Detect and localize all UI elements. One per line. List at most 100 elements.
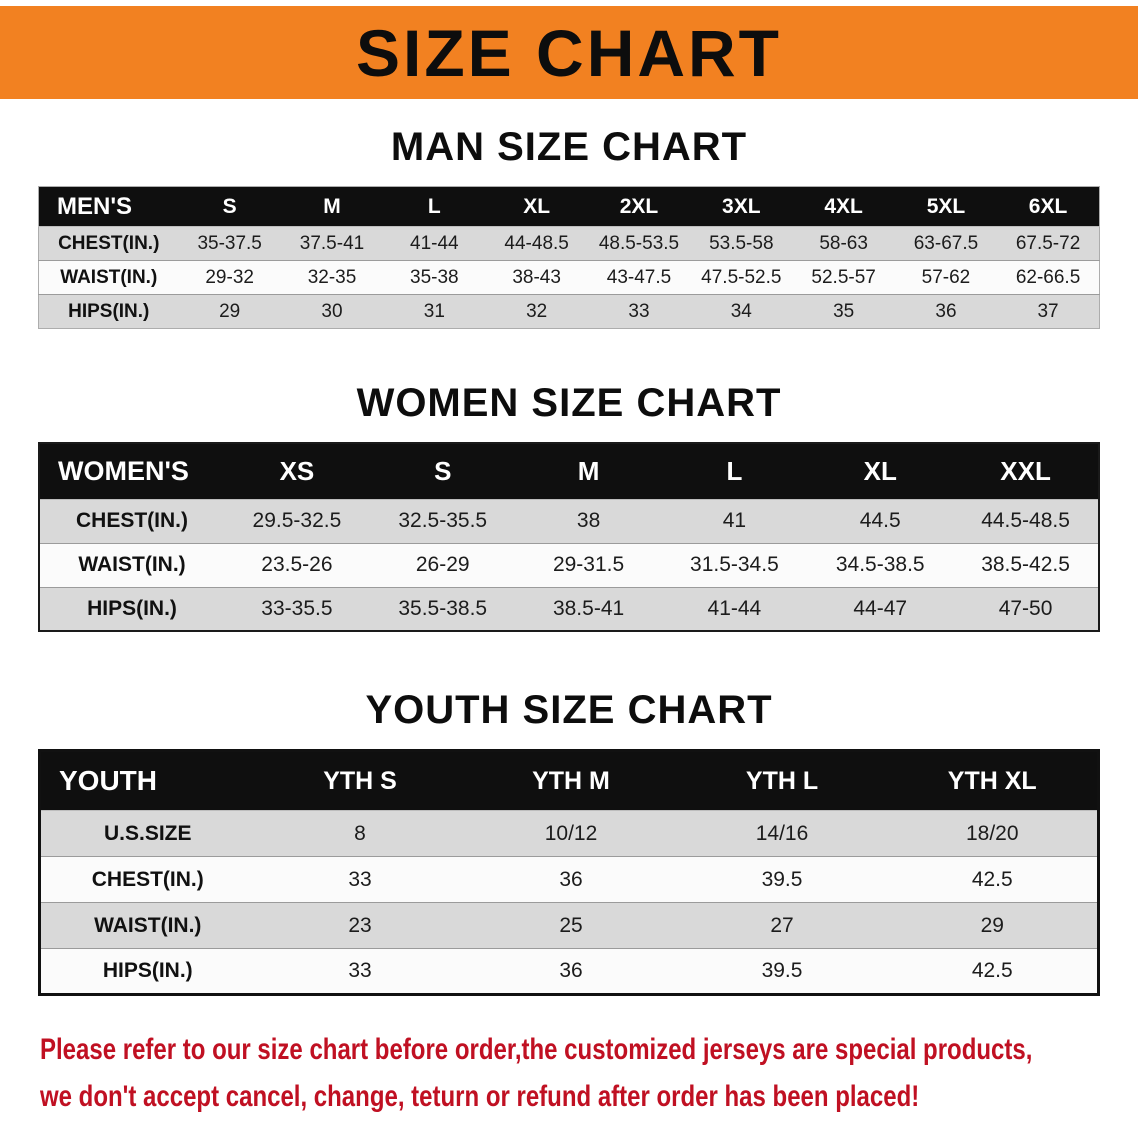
size-column-header: 5XL	[894, 186, 998, 227]
table-corner-label: MEN'S	[38, 186, 179, 227]
row-label: WAIST(IN.)	[78, 553, 186, 576]
row-label: WAIST(IN.)	[60, 266, 158, 288]
table-row: CHEST(IN.) 29.5-32.5 32.5-35.5 38 41 44.5 44.5…	[39, 499, 1099, 543]
size-value-cell: 32-35	[307, 266, 357, 288]
size-value-cell: 44.5	[859, 509, 901, 532]
size-value-cell: 53.5-58	[709, 232, 774, 254]
size-value-cell: 41	[722, 509, 747, 532]
size-value-cell: 29	[219, 300, 241, 322]
table-row: CHEST(IN.) 33 36 39.5 42.5	[39, 856, 1099, 903]
man-size-chart-section: MAN SIZE CHART MEN'S S M L XL 2XL 3XL 4XL 5XL 6XL…	[0, 125, 1138, 329]
table-row: WAIST(IN.) 29-32 32-35 35-38 38-43 43-47.5 47.…	[38, 260, 1100, 295]
size-value-cell: 23	[348, 913, 372, 937]
disclaimer: Please refer to our size chart before or…	[40, 1026, 1138, 1120]
row-label: CHEST(IN.)	[91, 867, 204, 891]
disclaimer-line: we don't accept cancel, change, teturn o…	[40, 1080, 920, 1113]
size-value-cell: 26-29	[415, 553, 470, 576]
row-label: HIPS(IN.)	[87, 596, 177, 620]
disclaimer-line: Please refer to our size chart before or…	[40, 1033, 1033, 1066]
size-column-header: L	[383, 186, 486, 227]
row-label: WAIST(IN.)	[94, 913, 202, 937]
size-value-cell: 38.5-42.5	[981, 553, 1070, 576]
size-value-cell: 42.5	[971, 959, 1013, 982]
size-value-cell: 38	[576, 509, 601, 532]
size-value-cell: 31	[423, 300, 445, 322]
size-value-cell: 35-38	[410, 266, 459, 288]
size-value-cell: 58-63	[819, 232, 868, 254]
size-value-cell: 35.5-38.5	[398, 596, 488, 620]
table-row: HIPS(IN.) 33 36 39.5 42.5	[39, 948, 1099, 995]
size-value-cell: 39.5	[761, 959, 803, 982]
table-row: WAIST(IN.) 23 25 27 29	[39, 902, 1099, 949]
youth-size-table: YOUTH YTH S YTH M YTH L YTH XL U.S.SIZE 8 10/12…	[38, 749, 1100, 996]
size-value-cell: 35-37.5	[197, 232, 262, 254]
table-row: HIPS(IN.) 29 30 31 32 33 34 35 36 37	[38, 294, 1100, 329]
man-size-chart-title: MAN SIZE CHART	[390, 125, 748, 169]
size-value-cell: 27	[770, 913, 794, 937]
size-chart-banner: SIZE CHART	[0, 6, 1138, 99]
mens-size-table: MEN'S S M L XL 2XL 3XL 4XL 5XL 6XL CHEST(IN.) 35-37…	[38, 186, 1100, 329]
size-column-header: M	[515, 443, 662, 499]
size-value-cell: 36	[559, 959, 583, 982]
size-value-cell: 36	[559, 867, 583, 891]
size-value-cell: 44-47	[853, 596, 908, 620]
size-column-header: S	[369, 443, 516, 499]
table-row: CHEST(IN.) 35-37.5 37.5-41 41-44 44-48.5 48.5…	[38, 226, 1100, 261]
size-value-cell: 29.5-32.5	[252, 509, 342, 532]
size-value-cell: 8	[354, 821, 366, 845]
size-value-cell: 29-32	[205, 266, 254, 288]
size-value-cell: 44.5-48.5	[981, 509, 1070, 532]
size-value-cell: 47-50	[998, 596, 1053, 620]
size-column-header: YTH M	[465, 750, 677, 811]
size-value-cell: 30	[321, 300, 343, 322]
size-value-cell: 62-66.5	[1015, 266, 1081, 288]
size-column-header: XXL	[953, 443, 1099, 499]
size-value-cell: 38-43	[512, 266, 561, 288]
size-value-cell: 52.5-57	[811, 266, 876, 288]
women-size-chart-title: WOMEN SIZE CHART	[356, 381, 782, 425]
size-column-header: YTH S	[254, 750, 466, 811]
size-column-header: S	[178, 186, 281, 227]
size-column-header: L	[661, 443, 808, 499]
table-corner-label: WOMEN'S	[39, 443, 224, 499]
size-value-cell: 23.5-26	[261, 553, 333, 576]
size-column-header: M	[280, 186, 384, 227]
size-value-cell: 10/12	[544, 821, 598, 845]
header-row: MEN'S S M L XL 2XL 3XL 4XL 5XL 6XL	[38, 186, 1100, 227]
size-value-cell: 37.5-41	[299, 232, 365, 254]
size-value-cell: 34	[730, 300, 752, 322]
table-row: U.S.SIZE 8 10/12 14/16 18/20	[39, 810, 1099, 857]
row-label: HIPS(IN.)	[68, 300, 150, 322]
size-column-header: XL	[485, 186, 588, 227]
size-value-cell: 41-44	[410, 232, 459, 254]
row-label: HIPS(IN.)	[102, 959, 193, 982]
size-column-header: XS	[224, 443, 370, 499]
header-row: YOUTH YTH S YTH M YTH L YTH XL	[39, 750, 1099, 811]
size-value-cell: 31.5-34.5	[690, 553, 779, 576]
size-value-cell: 57-62	[921, 266, 971, 288]
size-value-cell: 29-31.5	[552, 553, 625, 576]
womens-size-table: WOMEN'S XS S M L XL XXL CHEST(IN.) 29.5-32.5 32.5…	[38, 442, 1100, 632]
size-value-cell: 32.5-35.5	[398, 509, 488, 532]
row-label: CHEST(IN.)	[76, 509, 188, 532]
size-value-cell: 33	[348, 959, 372, 982]
table-row: WAIST(IN.) 23.5-26 26-29 29-31.5 31.5-34.5 34…	[39, 543, 1099, 587]
youth-size-chart-section: YOUTH SIZE CHART YOUTH YTH S YTH M YTH L YTH…	[0, 688, 1138, 996]
size-value-cell: 39.5	[761, 867, 803, 891]
size-value-cell: 42.5	[971, 867, 1013, 891]
size-value-cell: 35	[833, 300, 855, 322]
size-value-cell: 33	[628, 300, 650, 322]
table-corner-label: YOUTH	[39, 750, 255, 811]
size-column-header: YTH XL	[887, 750, 1099, 811]
size-value-cell: 41-44	[707, 596, 762, 620]
size-value-cell: 37	[1037, 300, 1059, 322]
size-value-cell: 38.5-41	[552, 596, 625, 620]
size-column-header: 3XL	[690, 186, 793, 227]
size-column-header: 2XL	[587, 186, 691, 227]
header-row: WOMEN'S XS S M L XL XXL	[39, 443, 1099, 499]
size-value-cell: 47.5-52.5	[701, 266, 782, 288]
size-value-cell: 36	[935, 300, 957, 322]
size-value-cell: 29	[980, 913, 1004, 937]
size-column-header: XL	[807, 443, 954, 499]
